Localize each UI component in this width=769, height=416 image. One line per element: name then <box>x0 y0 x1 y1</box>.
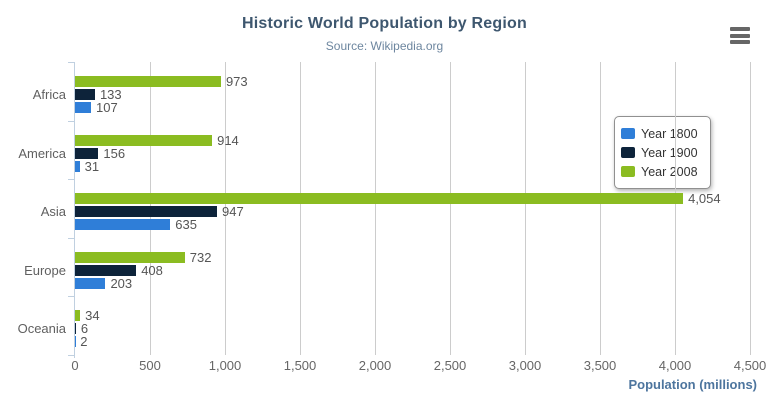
bar-oceania-year-1900[interactable] <box>75 323 76 335</box>
x-tick-label: 1,000 <box>208 358 242 373</box>
x-tick-label: 0 <box>71 358 79 373</box>
legend-label-year-1800: Year 1800 <box>641 126 698 141</box>
legend-label-year-1900: Year 1900 <box>641 145 698 160</box>
value-label-america-year-2008: 914 <box>217 132 239 148</box>
hamburger-icon <box>730 27 750 31</box>
legend-item-year-1900[interactable]: Year 1900 <box>621 143 698 162</box>
gridline <box>750 62 751 355</box>
x-tick-label: 4,500 <box>733 358 767 373</box>
bar-america-year-1900[interactable] <box>75 147 99 159</box>
value-label-europe-year-2008: 732 <box>189 249 212 265</box>
bar-asia-year-1900[interactable] <box>75 206 218 218</box>
x-tick-label: 3,000 <box>508 358 542 373</box>
chart-subtitle: Source: Wikipedia.org <box>325 39 444 53</box>
value-label-asia-year-1900: 947 <box>222 204 244 220</box>
legend-swatch-year-2008 <box>621 166 635 177</box>
bar-europe-year-1800[interactable] <box>75 277 106 289</box>
x-tick-label: 3,500 <box>583 358 617 373</box>
gridline <box>675 62 676 355</box>
x-tick-label: 500 <box>139 358 161 373</box>
category-label-africa: Africa <box>32 87 66 102</box>
bar-europe-year-1900[interactable] <box>75 264 137 276</box>
value-label-oceania-year-1900: 6 <box>80 321 89 337</box>
value-label-oceania-year-2008: 34 <box>85 308 100 324</box>
gridline <box>600 62 601 355</box>
category-axis-tick <box>68 120 74 122</box>
gridline <box>225 62 226 355</box>
legend: Year 1800 Year 1900 Year 2008 <box>614 116 711 189</box>
category-label-europe: Europe <box>24 262 66 278</box>
value-label-europe-year-1800: 203 <box>110 275 133 291</box>
value-label-africa-year-2008: 973 <box>225 74 248 89</box>
bar-oceania-year-2008[interactable] <box>75 310 81 322</box>
value-label-america-year-1900: 156 <box>103 145 126 161</box>
y-axis-line <box>74 62 75 358</box>
value-label-america-year-1800: 31 <box>84 158 100 174</box>
hamburger-icon <box>730 33 750 38</box>
x-axis-title: Population (millions) <box>628 377 757 392</box>
bar-america-year-1800[interactable] <box>75 160 80 172</box>
category-axis-tick <box>68 179 74 181</box>
value-label-asia-year-2008: 4,054 <box>688 191 721 207</box>
category-label-asia: Asia <box>40 204 66 220</box>
category-label-america: America <box>18 145 66 161</box>
bar-america-year-2008[interactable] <box>75 134 213 146</box>
hamburger-icon <box>730 40 750 44</box>
legend-item-year-1800[interactable]: Year 1800 <box>621 124 698 143</box>
category-label-oceania: Oceania <box>17 321 66 337</box>
bar-europe-year-2008[interactable] <box>75 251 185 263</box>
x-tick-label: 2,500 <box>433 358 467 373</box>
category-axis-tick <box>68 62 74 63</box>
gridline <box>525 62 526 355</box>
bar-africa-year-1900[interactable] <box>75 89 95 100</box>
x-tick-label: 2,000 <box>358 358 392 373</box>
gridline <box>300 62 301 355</box>
value-label-europe-year-1900: 408 <box>141 262 163 278</box>
legend-label-year-2008: Year 2008 <box>641 164 698 179</box>
gridline <box>450 62 451 355</box>
category-axis-tick <box>68 296 74 298</box>
x-tick-label: 4,000 <box>658 358 692 373</box>
chart-title: Historic World Population by Region <box>242 15 527 32</box>
bar-asia-year-2008[interactable] <box>75 193 684 205</box>
legend-item-year-2008[interactable]: Year 2008 <box>621 162 698 181</box>
x-tick-label: 1,500 <box>283 358 317 373</box>
value-label-asia-year-1800: 635 <box>175 217 197 233</box>
bar-asia-year-1800[interactable] <box>75 219 171 231</box>
legend-swatch-year-1900 <box>621 147 635 158</box>
export-menu-button[interactable] <box>730 27 750 44</box>
gridline <box>375 62 376 355</box>
value-label-oceania-year-1800: 2 <box>80 334 88 350</box>
category-axis-tick <box>68 237 74 239</box>
bar-africa-year-2008[interactable] <box>75 76 221 87</box>
value-label-africa-year-1900: 133 <box>99 87 122 102</box>
value-label-africa-year-1800: 107 <box>96 100 118 115</box>
category-axis-tick <box>68 355 74 356</box>
bar-africa-year-1800[interactable] <box>75 102 92 113</box>
legend-swatch-year-1800 <box>621 128 635 139</box>
